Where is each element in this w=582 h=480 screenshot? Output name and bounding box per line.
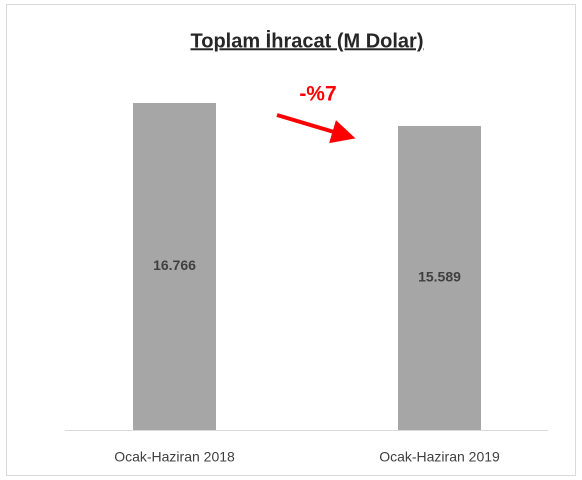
bar <box>398 125 481 430</box>
value-label: 15.589 <box>418 269 461 285</box>
bar <box>133 103 216 430</box>
change-annotation: -%7 <box>299 83 336 106</box>
change-arrow <box>276 113 356 144</box>
x-tick-label: Ocak-Haziran 2019 <box>379 449 500 465</box>
value-label: 16.766 <box>153 257 196 273</box>
chart-frame <box>6 4 576 476</box>
chart-title: Toplam İhracat (M Dolar) <box>191 29 424 52</box>
x-tick-label: Ocak-Haziran 2018 <box>114 449 235 465</box>
